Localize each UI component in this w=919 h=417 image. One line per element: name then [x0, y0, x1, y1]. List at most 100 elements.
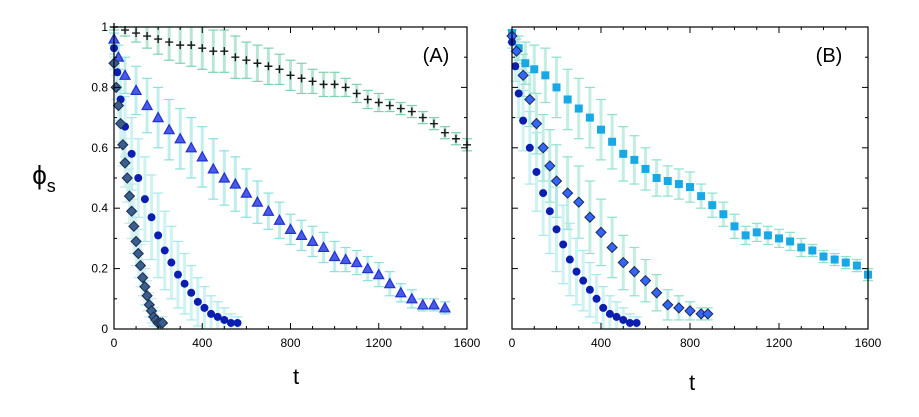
data-point-plus — [253, 59, 262, 68]
data-point-diamond — [134, 259, 147, 272]
data-point-plus — [451, 134, 460, 143]
data-point-square — [819, 252, 828, 261]
data-point-circle — [625, 318, 634, 327]
data-point-triangle — [383, 277, 396, 289]
data-point-circle — [599, 303, 608, 312]
data-point-plus — [440, 128, 449, 137]
data-point-square — [641, 164, 650, 173]
data-point-circle — [113, 68, 122, 77]
data-point-diamond — [550, 175, 563, 187]
data-point-circle — [552, 225, 561, 234]
data-point-diamond — [595, 226, 607, 239]
data-point-circle — [207, 309, 216, 318]
data-point-diamond — [530, 117, 543, 130]
data-point-diamond — [617, 256, 629, 269]
data-point-diamond — [130, 235, 142, 248]
data-point-plus — [154, 35, 163, 44]
data-point-circle — [545, 207, 554, 216]
data-point-plus — [297, 74, 306, 83]
data-point-circle — [187, 288, 196, 297]
data-point-triangle — [141, 99, 154, 111]
data-point-circle — [519, 116, 528, 125]
x-tick-label-b: 0 — [509, 336, 516, 350]
series-b-diamond — [506, 30, 714, 320]
data-point-triangle — [394, 286, 407, 298]
data-point-diamond — [136, 271, 149, 284]
data-point-diamond — [584, 211, 596, 223]
data-point-diamond — [510, 45, 523, 57]
data-point-circle — [605, 309, 614, 318]
x-tick-label-a: 1200 — [365, 336, 392, 350]
data-point-square — [597, 125, 605, 134]
data-point-plus — [231, 53, 240, 62]
data-point-circle — [525, 143, 534, 152]
data-point-plus — [319, 80, 328, 89]
data-point-plus — [385, 101, 394, 110]
data-point-plus — [308, 77, 317, 86]
data-point-circle — [147, 213, 156, 222]
y-axis-label-symbol: ϕ — [32, 160, 47, 190]
data-point-triangle — [273, 214, 286, 225]
data-point-square — [552, 83, 561, 92]
data-point-diamond — [156, 317, 169, 329]
data-point-square — [563, 95, 572, 104]
data-point-square — [708, 201, 717, 210]
data-point-triangle — [185, 141, 198, 153]
data-point-triangle — [328, 250, 341, 262]
x-tick-label-a: 400 — [192, 336, 212, 350]
data-point-circle — [585, 285, 594, 294]
data-point-diamond — [639, 274, 652, 287]
data-point-circle — [559, 240, 568, 249]
data-point-plus — [264, 62, 273, 71]
data-point-plus — [165, 38, 174, 47]
data-point-circle — [154, 231, 163, 240]
data-point-plus — [363, 95, 372, 104]
data-point-plus — [143, 32, 152, 41]
data-point-square — [697, 192, 706, 201]
data-point-triangle — [306, 235, 319, 247]
data-point-plus — [418, 113, 427, 122]
data-point-diamond — [117, 139, 129, 151]
data-point-diamond — [673, 302, 685, 314]
data-point-square — [830, 255, 839, 264]
data-point-triangle — [295, 229, 308, 240]
data-point-square — [730, 222, 739, 231]
data-point-triangle — [218, 171, 231, 183]
data-point-diamond — [684, 305, 696, 317]
data-point-triangle — [284, 223, 297, 234]
data-point-square — [775, 234, 783, 243]
x-tick-label-b: 1600 — [855, 336, 882, 350]
data-point-triangle — [207, 162, 220, 174]
y-tick-label-a: 0.6 — [91, 141, 108, 155]
data-point-circle — [167, 258, 176, 267]
data-point-square — [674, 180, 683, 189]
data-point-triangle — [350, 256, 363, 268]
data-point-square — [521, 59, 530, 68]
data-point-plus — [286, 71, 295, 80]
data-point-triangle — [317, 241, 330, 253]
data-point-circle — [233, 318, 242, 327]
y-axis-label: ϕs — [32, 160, 56, 196]
data-point-plus — [275, 65, 284, 74]
data-point-square — [619, 149, 628, 158]
data-point-circle — [514, 89, 523, 98]
data-point-diamond — [544, 160, 556, 172]
x-axis-label-b: t — [689, 370, 695, 395]
data-point-diamond — [561, 187, 574, 199]
data-point-diamond — [125, 205, 138, 217]
data-point-square — [652, 174, 661, 182]
data-point-triangle — [361, 262, 374, 274]
data-point-square — [786, 237, 795, 246]
data-point-triangle — [229, 177, 242, 189]
data-point-diamond — [628, 265, 641, 278]
data-point-triangle — [416, 298, 429, 310]
data-point-plus — [220, 47, 229, 56]
x-tick-label-b: 1200 — [766, 336, 793, 350]
y-tick-label-a: 1 — [101, 20, 108, 34]
data-point-circle — [180, 279, 189, 288]
x-tick-label-b: 400 — [591, 336, 611, 350]
data-point-circle — [579, 276, 588, 285]
panel-label-b: (B) — [816, 45, 843, 67]
